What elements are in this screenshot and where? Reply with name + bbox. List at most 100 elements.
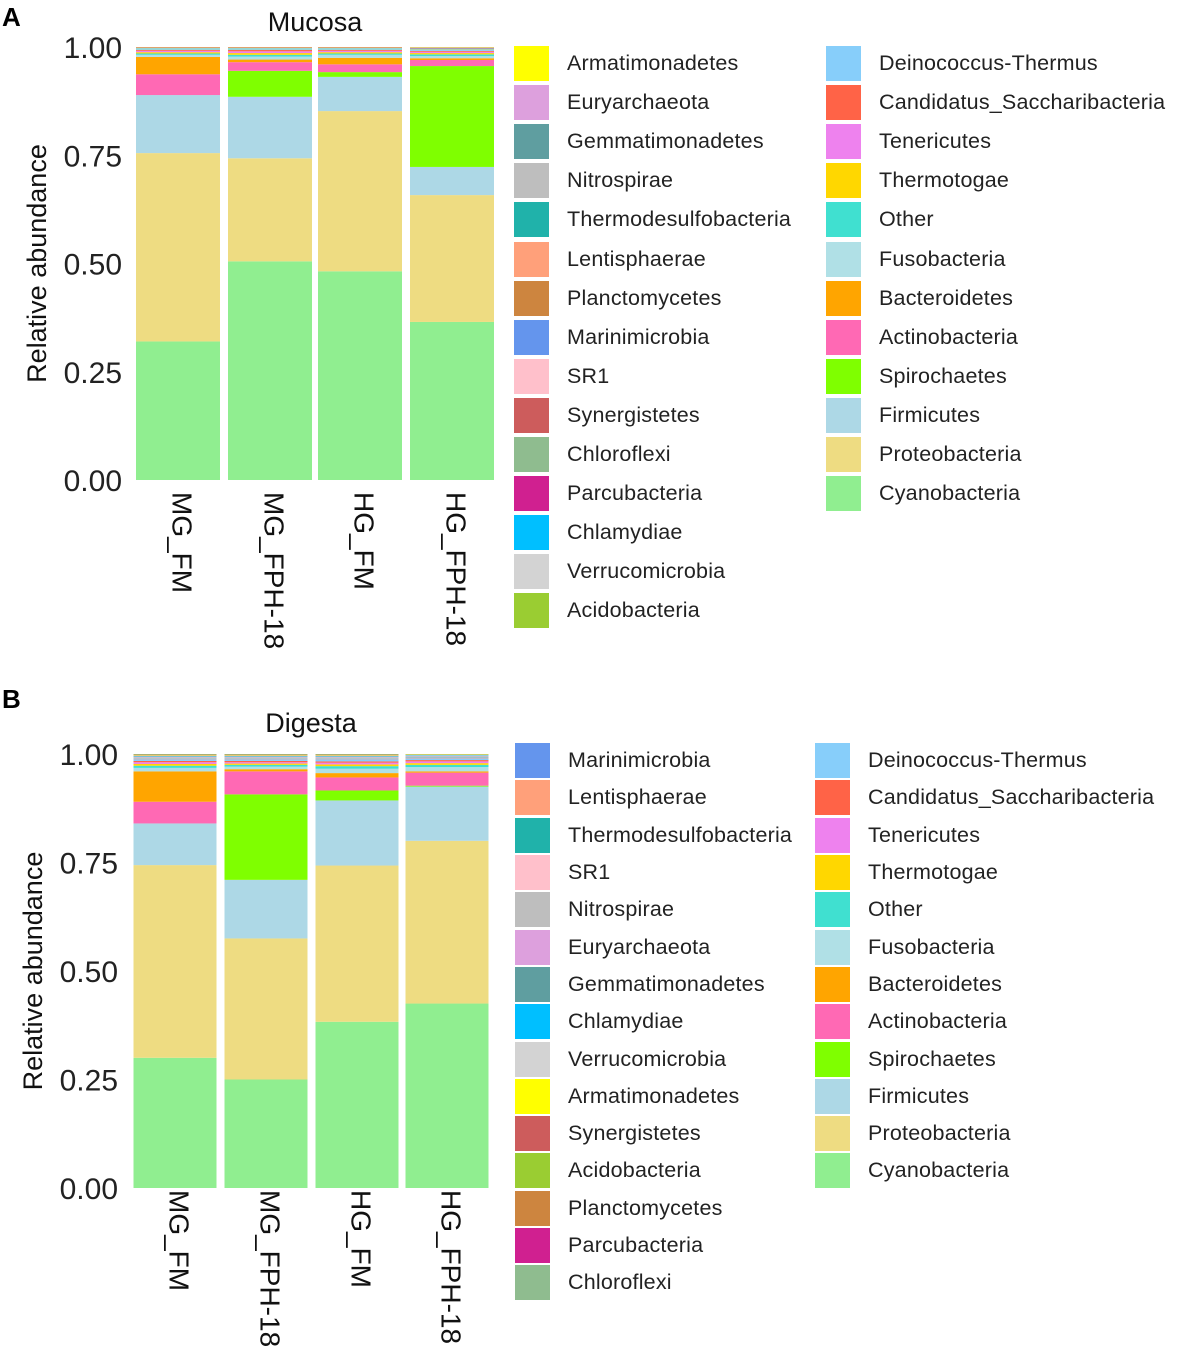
legend-item-acidobacteria: Acidobacteria (515, 1152, 815, 1189)
legend-item-lentisphaerae: Lentisphaerae (514, 239, 826, 278)
legend-label: Gemmatimonadetes (567, 129, 764, 154)
legend-item-chlamydiae: Chlamydiae (514, 513, 826, 552)
bar-segment-thermotogae (318, 52, 402, 54)
legend-label: Other (868, 897, 923, 922)
bar-segment-tenericutes (410, 51, 494, 54)
bar-segment-thermotogae (405, 763, 489, 765)
legend-swatch (815, 743, 850, 779)
y-tick-label: 0.75 (64, 140, 122, 173)
bar-segment-cyanobacteria (318, 271, 402, 480)
legend-swatch (514, 202, 549, 238)
bar-segment-firmicutes (405, 786, 489, 841)
bar-segment-tenericutes (224, 762, 308, 764)
y-tick-label: 1.00 (64, 32, 122, 65)
bar-segment-candidatus-saccharibacteria (136, 50, 220, 51)
bar-segment-tenericutes (405, 761, 489, 764)
legend-swatch (826, 85, 861, 121)
y-tick-label: 0.25 (64, 357, 122, 390)
bar-segment-actinobacteria (405, 772, 489, 786)
bar-segment-bacteroidetes (133, 771, 217, 802)
bar-segment-bacteroidetes (224, 769, 308, 772)
legend-label: Chloroflexi (567, 441, 671, 466)
legend-column: Deinococcus-Thermus Candidatus_Sacchariba… (815, 742, 1154, 1301)
legend-item-proteobacteria: Proteobacteria (826, 435, 1165, 474)
legend-item-euryarchaeota: Euryarchaeota (515, 928, 815, 965)
legend-item-marinimicrobia: Marinimicrobia (514, 318, 826, 357)
legend-swatch (815, 892, 850, 928)
bar-segment-thermotogae (136, 52, 220, 54)
bar-segment-thermotogae (133, 763, 217, 766)
bar-segment-actinobacteria (224, 771, 308, 795)
bar-segment-actinobacteria (315, 777, 399, 791)
legend-label: Gemmatimonadetes (568, 971, 765, 996)
legend-swatch (815, 780, 850, 816)
legend-item-gemmatimonadetes: Gemmatimonadetes (514, 122, 826, 161)
legend-swatch (515, 1004, 550, 1040)
bar-segment-firmicutes (133, 823, 217, 866)
legend-item-fusobacteria: Fusobacteria (826, 239, 1165, 278)
panel-label: B (2, 684, 21, 714)
legend-item-deinococcus-thermus: Deinococcus-Thermus (815, 742, 1154, 779)
digesta-chart: Digesta Relative abundance 0.00 0.25 0.50 0.7… (18, 708, 489, 1347)
legend-item-parcubacteria: Parcubacteria (514, 474, 826, 513)
panel-label: A (2, 2, 21, 32)
legend-item-tenericutes: Tenericutes (815, 817, 1154, 854)
legend-item-thermodesulfobacteria: Thermodesulfobacteria (515, 817, 815, 854)
legend-item-other: Other (815, 891, 1154, 928)
legend-label: Verrucomicrobia (568, 1046, 727, 1071)
legend-swatch (514, 280, 549, 316)
bar-segment-cyanobacteria (228, 261, 312, 480)
bar-segment-firmicutes (410, 166, 494, 196)
legend-label: Thermotogae (868, 860, 999, 885)
bar-segment-candidatus-saccharibacteria (224, 760, 308, 763)
bar-segment-deinococcus-thermus (133, 759, 217, 761)
legend-label: Parcubacteria (567, 481, 703, 506)
legend-item-deinococcus-thermus: Deinococcus-Thermus (826, 44, 1165, 83)
bar-segment-deinococcus-thermus (224, 759, 308, 761)
bar-segment-candidatus-saccharibacteria (315, 761, 399, 763)
bar-segment-proteobacteria (133, 865, 217, 1058)
legend-label: Synergistetes (568, 1121, 701, 1146)
legend-swatch (514, 46, 549, 82)
bar-segment-fusobacteria (136, 54, 220, 57)
bar-segment-fusobacteria (410, 56, 494, 59)
y-axis-label: Relative abundance (22, 144, 52, 383)
bar-segment-spirochaetes (224, 794, 308, 880)
legend-item-other: Other (826, 200, 1165, 239)
bar-segment-other (228, 54, 312, 57)
digesta-legend: Marinimicrobia Lentisphaerae Thermodesulfo… (515, 742, 1154, 1301)
y-axis-label: Relative abundance (18, 852, 48, 1091)
bar-segment-deinococcus-thermus (136, 49, 220, 51)
legend-swatch (515, 780, 550, 816)
legend-swatch (515, 892, 550, 928)
y-tick-label: 0.75 (60, 848, 118, 881)
legend-swatch (815, 855, 850, 891)
x-tick-label: MG_FM (167, 492, 198, 593)
bar-mg-fph-18 (228, 47, 312, 480)
bar-segment-cyanobacteria (136, 341, 220, 480)
legend-label: Planctomycetes (568, 1195, 723, 1220)
bar-hg-fm (318, 47, 402, 480)
chart-title: Mucosa (268, 7, 364, 37)
legend-item-armatimonadetes: Armatimonadetes (514, 44, 826, 83)
legend-swatch (826, 163, 861, 199)
legend-swatch (515, 1190, 550, 1226)
x-tick-label: MG_FM (164, 1190, 195, 1291)
legend-label: Marinimicrobia (567, 324, 710, 349)
bar-segment-firmicutes (136, 95, 220, 154)
x-tick-label: HG_FM (346, 1190, 377, 1288)
legend-swatch (515, 1116, 550, 1152)
bar-segment-fusobacteria (133, 767, 217, 772)
legend-column: Deinococcus-Thermus Candidatus_Sacchariba… (826, 44, 1165, 630)
bar-segment-tenericutes (136, 50, 220, 53)
legend-swatch (514, 593, 549, 629)
legend-column: Marinimicrobia Lentisphaerae Thermodesulfo… (515, 742, 815, 1301)
bar-segment-actinobacteria (133, 801, 217, 824)
legend-swatch (514, 436, 549, 472)
legend-swatch (514, 397, 549, 433)
legend-item-sr1: SR1 (514, 357, 826, 396)
legend-item-actinobacteria: Actinobacteria (826, 318, 1165, 357)
legend-item-nitrospirae: Nitrospirae (514, 161, 826, 200)
bar-segment-proteobacteria (405, 840, 489, 1004)
bar-segment-candidatus-saccharibacteria (405, 760, 489, 762)
